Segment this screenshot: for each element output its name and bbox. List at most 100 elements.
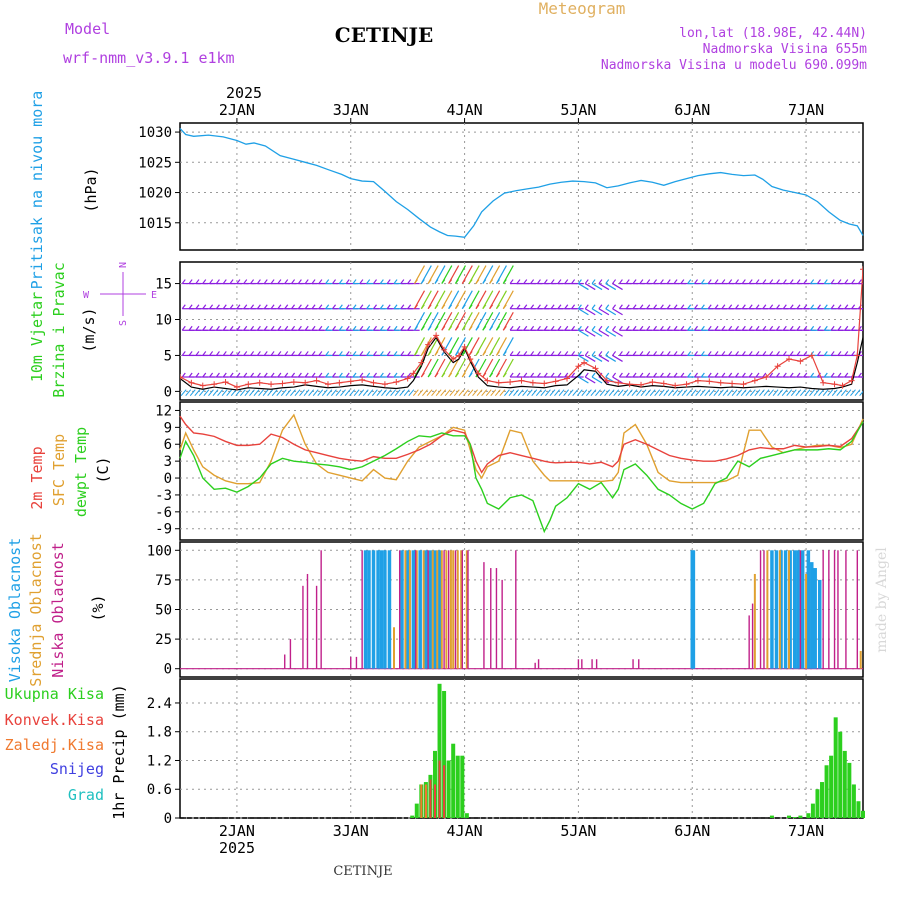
cloud-low-bar (748, 615, 750, 669)
wind-arrow (326, 389, 333, 397)
wind-gust-point (199, 382, 206, 389)
precip-conv-bar (438, 760, 441, 818)
wind-arrow (800, 389, 806, 397)
wind-barb (584, 329, 596, 337)
wind-barb-flag (441, 304, 446, 310)
wind-gust-point (180, 374, 183, 380)
cloud-high-bar (800, 550, 805, 669)
wind-barb-flag (448, 325, 453, 331)
wind-barb-flag (359, 325, 364, 331)
wind-barb-flag (270, 325, 275, 331)
wind-barb-flag (250, 372, 255, 378)
wind-arrow (522, 389, 529, 397)
wind-barb-flag (393, 351, 398, 356)
wind-barb-flag (482, 325, 487, 331)
wind-arrow (463, 389, 469, 397)
precip-total-bar (851, 784, 856, 818)
wind-barb-flag (209, 279, 214, 284)
wind-barb-flag (755, 372, 760, 378)
wind-gust-point (592, 365, 599, 372)
wind-barb-flag (366, 372, 371, 378)
wind-barb-flag (748, 351, 753, 356)
wind-arrow (331, 389, 337, 397)
wind-barb-flag (735, 279, 739, 284)
wind-barb-flag (700, 325, 705, 331)
cloud-mid-bar (460, 550, 463, 669)
wind-gust-point (245, 381, 252, 388)
cloud-low-bar (302, 585, 304, 669)
wind-barb-flag (393, 372, 398, 378)
wind-arrow (426, 389, 433, 397)
cloud-high-bar (411, 550, 416, 669)
wind-barb-flag (386, 351, 391, 356)
wind-barb-flag (612, 351, 617, 356)
wind-barb-flag (769, 304, 774, 310)
precip-ylabel-unit: 1hr Precip (mm) (110, 684, 128, 819)
wind-arrow (453, 389, 460, 397)
wind-barb-flag (755, 325, 760, 331)
wind-barb-flag (325, 279, 330, 284)
wind-arrow (754, 389, 761, 397)
cloud-high-bar (783, 550, 788, 669)
wind-barb-flag (721, 304, 726, 310)
wind-barb-flag (659, 372, 664, 378)
wind-barb-flag (434, 372, 439, 378)
wind-ylabel-unit: (m/s) (80, 307, 98, 352)
wind-barb-flag (427, 351, 432, 356)
wind-barb-flag (714, 325, 719, 331)
wind-barb-flag (830, 372, 835, 378)
cloud-mid-bar (440, 550, 443, 669)
wind-arrow (385, 389, 392, 397)
wind-gust-point (831, 381, 838, 388)
wind-barb-flag (837, 372, 842, 378)
wind-arrow (422, 389, 428, 397)
wind-barb-flag (741, 351, 746, 356)
wind-barb-flag (209, 304, 214, 310)
wind-barb-flag (222, 351, 227, 356)
wind-barb-flag (352, 351, 357, 356)
wind-barb (591, 376, 603, 384)
wind-arrow (695, 389, 702, 397)
precip-total-bar (861, 810, 865, 818)
wind-barb-flag (509, 304, 514, 310)
top-day-label: 2JAN (219, 101, 255, 119)
wind-barb-flag (680, 372, 685, 378)
wind-barb-flag (837, 325, 842, 331)
wind-arrow (654, 389, 661, 397)
wind-barb-flag (284, 351, 289, 356)
wind-barb-flag (400, 325, 405, 331)
compass-n: N (118, 262, 129, 268)
wind-barb-flag (250, 279, 255, 284)
precipitation-panel: 0 0.6 1.2 1.8 2.4 (147, 678, 865, 827)
cloud-high-bar (774, 550, 779, 669)
panel-frame (179, 678, 864, 819)
y-tick-label: 10 (155, 313, 172, 329)
cloud-high-bar (810, 562, 814, 669)
wind-barb-flag (523, 325, 528, 331)
precip-legend: Ukupna Kisa Konvek.Kisa Zaledj.Kisa Snij… (5, 684, 128, 819)
wind-arrow (667, 389, 674, 397)
wind-arrow (549, 389, 556, 397)
wind-barb-flag (591, 351, 596, 356)
wind-barb-flag (653, 304, 658, 310)
wind-barb-flag (557, 325, 562, 331)
wind-arrow (572, 389, 579, 397)
cloud-high-bar (691, 550, 696, 669)
wind-arrow (677, 389, 683, 397)
wind-barb-flag (762, 372, 767, 378)
y-tick-label: 1.2 (147, 753, 172, 769)
wind-arrow (535, 389, 542, 397)
precip-total-bar (437, 683, 442, 818)
wind-barb-flag (577, 351, 582, 356)
wind-barb (591, 354, 603, 362)
precip-total-bar (787, 815, 792, 818)
wind-barb-flag (776, 351, 780, 356)
wind-arrow (312, 389, 319, 397)
wind-barb-flag (687, 325, 692, 331)
wind-barb-flag (530, 279, 535, 284)
wind-barb-flag (536, 304, 541, 310)
wind-barb-flag (318, 351, 323, 356)
wind-barb-flag (557, 279, 562, 284)
precip-total-bar (829, 755, 834, 818)
cloud-low-bar (398, 550, 401, 669)
